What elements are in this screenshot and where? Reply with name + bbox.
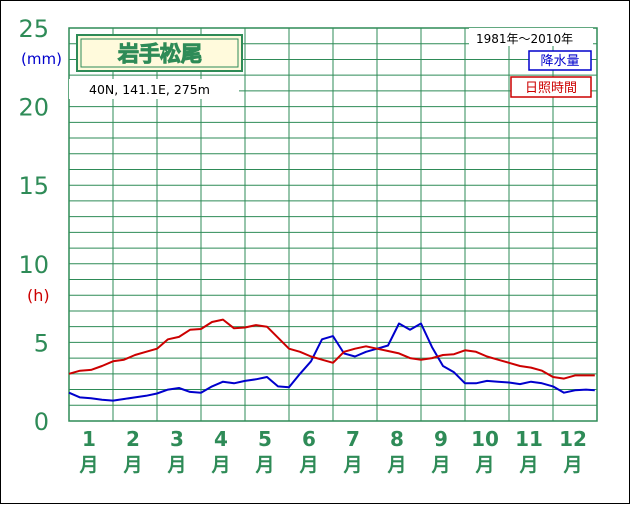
x-tick-unit: 月: [562, 454, 582, 476]
location-box: [69, 79, 239, 99]
x-tick-unit: 月: [342, 454, 362, 476]
x-tick-label: 9: [434, 427, 448, 451]
grid: [68, 27, 598, 422]
x-tick-unit: 月: [122, 454, 142, 476]
x-tick-label: 12: [559, 427, 587, 451]
title-box: 岩手松尾: [76, 34, 243, 72]
x-tick-unit: 月: [518, 454, 538, 476]
x-tick-labels: 1 月 2 月 3 月 4 月 5 月 6 月 7 月 8 月 9 月 10 月 11 月 12 月: [78, 427, 586, 476]
x-tick-label: 3: [170, 427, 184, 451]
x-tick-label: 7: [346, 427, 360, 451]
x-tick-unit: 月: [430, 454, 450, 476]
y-tick-label: 15: [18, 172, 49, 200]
legend-sun-label: 日照時間: [525, 81, 577, 96]
x-tick-unit: 月: [78, 454, 98, 476]
x-tick-label: 11: [515, 427, 543, 451]
precip-unit-label: (mm): [21, 50, 62, 68]
x-tick-unit: 月: [254, 454, 274, 476]
x-tick-unit: 月: [166, 454, 186, 476]
y-tick-label: 5: [34, 329, 49, 357]
x-tick-label: 2: [126, 427, 140, 451]
y-tick-label: 20: [18, 94, 49, 122]
x-tick-unit: 月: [210, 454, 230, 476]
series-lines: [68, 318, 595, 402]
x-tick-label: 1: [82, 427, 96, 451]
x-tick-label: 10: [471, 427, 499, 451]
plot-border: [68, 27, 598, 422]
chart-title: 岩手松尾: [117, 42, 202, 66]
sun-unit-label: (h): [27, 286, 50, 305]
y-tick-label: 25: [18, 15, 49, 43]
x-tick-label: 6: [302, 427, 316, 451]
x-tick-unit: 月: [298, 454, 318, 476]
legend-sun-box: [510, 76, 592, 98]
legend-precip-label: 降水量: [540, 54, 579, 69]
x-tick-unit: 月: [386, 454, 406, 476]
x-tick-label: 5: [258, 427, 272, 451]
title-box-inner-border: [80, 38, 239, 68]
y-tick-labels: 0 5 10 15 20 25: [18, 15, 49, 436]
legend: 降水量 日照時間: [510, 50, 592, 98]
x-tick-label: 4: [214, 427, 228, 451]
legend-precip-box: [528, 50, 592, 71]
precip-line: [68, 322, 595, 402]
title-box-border: [76, 34, 243, 72]
sun-line: [68, 318, 595, 380]
period-box: [469, 28, 593, 46]
y-tick-label: 10: [18, 251, 49, 279]
y-tick-label: 0: [34, 408, 49, 436]
period-label: 1981年〜2010年: [476, 32, 573, 46]
location-label: 40N, 141.1E, 275m: [89, 82, 210, 97]
x-tick-label: 8: [390, 427, 404, 451]
x-tick-unit: 月: [474, 454, 494, 476]
